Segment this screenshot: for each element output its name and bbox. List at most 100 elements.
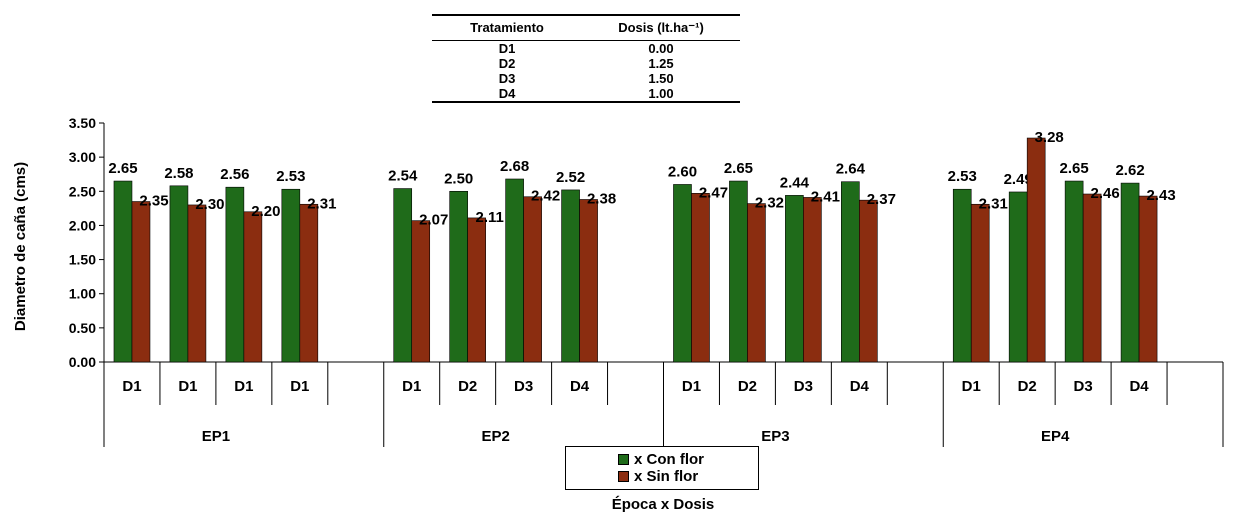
x-category-label: D3	[794, 378, 813, 395]
legend-item-con-flor: x Con flor	[618, 451, 758, 468]
data-label: 2.47	[699, 184, 728, 201]
bar-sin-flor	[579, 199, 598, 363]
bar-con-flor	[952, 188, 972, 363]
table-header-treatment: Tratamiento	[470, 20, 544, 35]
y-axis-title: Diametro de caña (cms)	[12, 162, 29, 331]
bar-sin-flor	[859, 199, 878, 363]
legend-swatch-sin-flor	[618, 471, 629, 482]
bar-con-flor	[561, 189, 580, 363]
x-category-label: D1	[290, 378, 309, 395]
y-tick-label: 0.00	[69, 354, 96, 370]
table-cell: 1.00	[648, 86, 674, 101]
x-category-label: D4	[1129, 378, 1149, 395]
table-row: D2 1.25	[432, 56, 740, 71]
data-label: 2.38	[587, 190, 616, 207]
data-label: 2.60	[668, 163, 697, 180]
y-tick-label: 0.50	[69, 320, 96, 336]
data-label: 2.65	[724, 160, 753, 177]
bar-con-flor	[169, 185, 189, 363]
bar-sin-flor	[970, 203, 990, 363]
bar-con-flor	[673, 184, 692, 363]
data-label: 2.42	[531, 188, 560, 205]
bar-con-flor	[841, 181, 860, 363]
table-cell: D3	[498, 71, 516, 86]
data-label: 2.41	[811, 188, 840, 205]
x-category-label: D2	[458, 378, 477, 395]
bar-con-flor	[1064, 180, 1084, 363]
bar-con-flor	[393, 188, 413, 363]
bar-sin-flor	[131, 201, 151, 363]
table-cell: D4	[498, 86, 516, 101]
x-category-label: D1	[122, 378, 141, 395]
x-category-label: D4	[850, 378, 870, 395]
legend-item-sin-flor: x Sin flor	[618, 468, 758, 485]
y-tick-label: 1.50	[69, 252, 96, 268]
data-label: 2.62	[1115, 162, 1144, 179]
table-cell: 1.50	[648, 71, 674, 86]
y-tick-label: 2.00	[69, 217, 96, 233]
x-group-label: EP2	[481, 428, 509, 445]
bar-sin-flor	[187, 204, 207, 363]
legend-label-con-flor: x Con flor	[634, 451, 704, 468]
data-label: 2.07	[419, 212, 448, 229]
x-group-label: EP3	[761, 428, 789, 445]
data-label: 2.53	[948, 168, 977, 185]
bar-sin-flor	[1138, 195, 1158, 363]
x-category-label: D3	[514, 378, 533, 395]
data-label: 2.49	[1004, 171, 1033, 188]
data-label: 2.44	[780, 174, 810, 191]
x-axis-title: Época x Dosis	[612, 496, 715, 513]
bar-con-flor	[281, 188, 301, 363]
x-group-label: EP4	[1041, 428, 1070, 445]
data-label: 2.30	[195, 196, 224, 213]
data-label: 2.46	[1091, 185, 1120, 202]
data-label: 2.31	[307, 195, 336, 212]
data-label: 2.37	[867, 191, 896, 208]
data-label: 2.11	[475, 209, 503, 226]
data-label: 2.64	[836, 161, 866, 178]
data-label: 2.56	[220, 166, 249, 183]
data-label: 2.54	[388, 168, 418, 185]
y-tick-label: 3.50	[69, 115, 96, 131]
bar-sin-flor	[411, 220, 431, 363]
y-tick-label: 2.50	[69, 183, 96, 199]
data-label: 2.53	[276, 168, 305, 185]
chart-legend: x Con flor x Sin flor	[565, 446, 759, 490]
table-cell: 0.00	[648, 41, 674, 56]
table-cell: D2	[498, 56, 516, 71]
bar-con-flor	[505, 178, 524, 363]
table-row: D1 0.00	[432, 41, 740, 56]
x-category-label: D1	[178, 378, 197, 395]
x-category-label: D2	[738, 378, 757, 395]
x-category-label: D3	[1074, 378, 1093, 395]
legend-swatch-con-flor	[618, 454, 629, 465]
table-cell: D1	[498, 41, 516, 56]
table-cell: 1.25	[648, 56, 674, 71]
data-label: 2.65	[108, 160, 137, 177]
bar-sin-flor	[803, 197, 822, 363]
x-category-label: D1	[402, 378, 421, 395]
bar-sin-flor	[467, 217, 486, 363]
y-tick-label: 1.00	[69, 286, 96, 302]
table-row: D4 1.00	[432, 86, 740, 101]
data-label: 2.68	[500, 158, 529, 175]
bar-con-flor	[225, 186, 245, 363]
bar-sin-flor	[691, 193, 710, 363]
bar-con-flor	[449, 190, 468, 363]
data-label: 2.32	[755, 195, 784, 212]
legend-label-sin-flor: x Sin flor	[634, 468, 699, 485]
bar-con-flor	[729, 180, 748, 363]
bar-sin-flor	[243, 211, 263, 363]
y-tick-label: 3.00	[69, 149, 96, 165]
x-category-label: D1	[962, 378, 981, 395]
data-label: 2.50	[444, 170, 473, 187]
x-category-label: D1	[682, 378, 701, 395]
x-category-label: D4	[570, 378, 590, 395]
data-label: 2.52	[556, 169, 585, 186]
bar-con-flor	[113, 180, 133, 363]
bar-sin-flor	[299, 203, 319, 363]
x-category-label: D2	[1018, 378, 1037, 395]
x-category-label: D1	[234, 378, 253, 395]
data-label: 2.31	[979, 195, 1008, 212]
